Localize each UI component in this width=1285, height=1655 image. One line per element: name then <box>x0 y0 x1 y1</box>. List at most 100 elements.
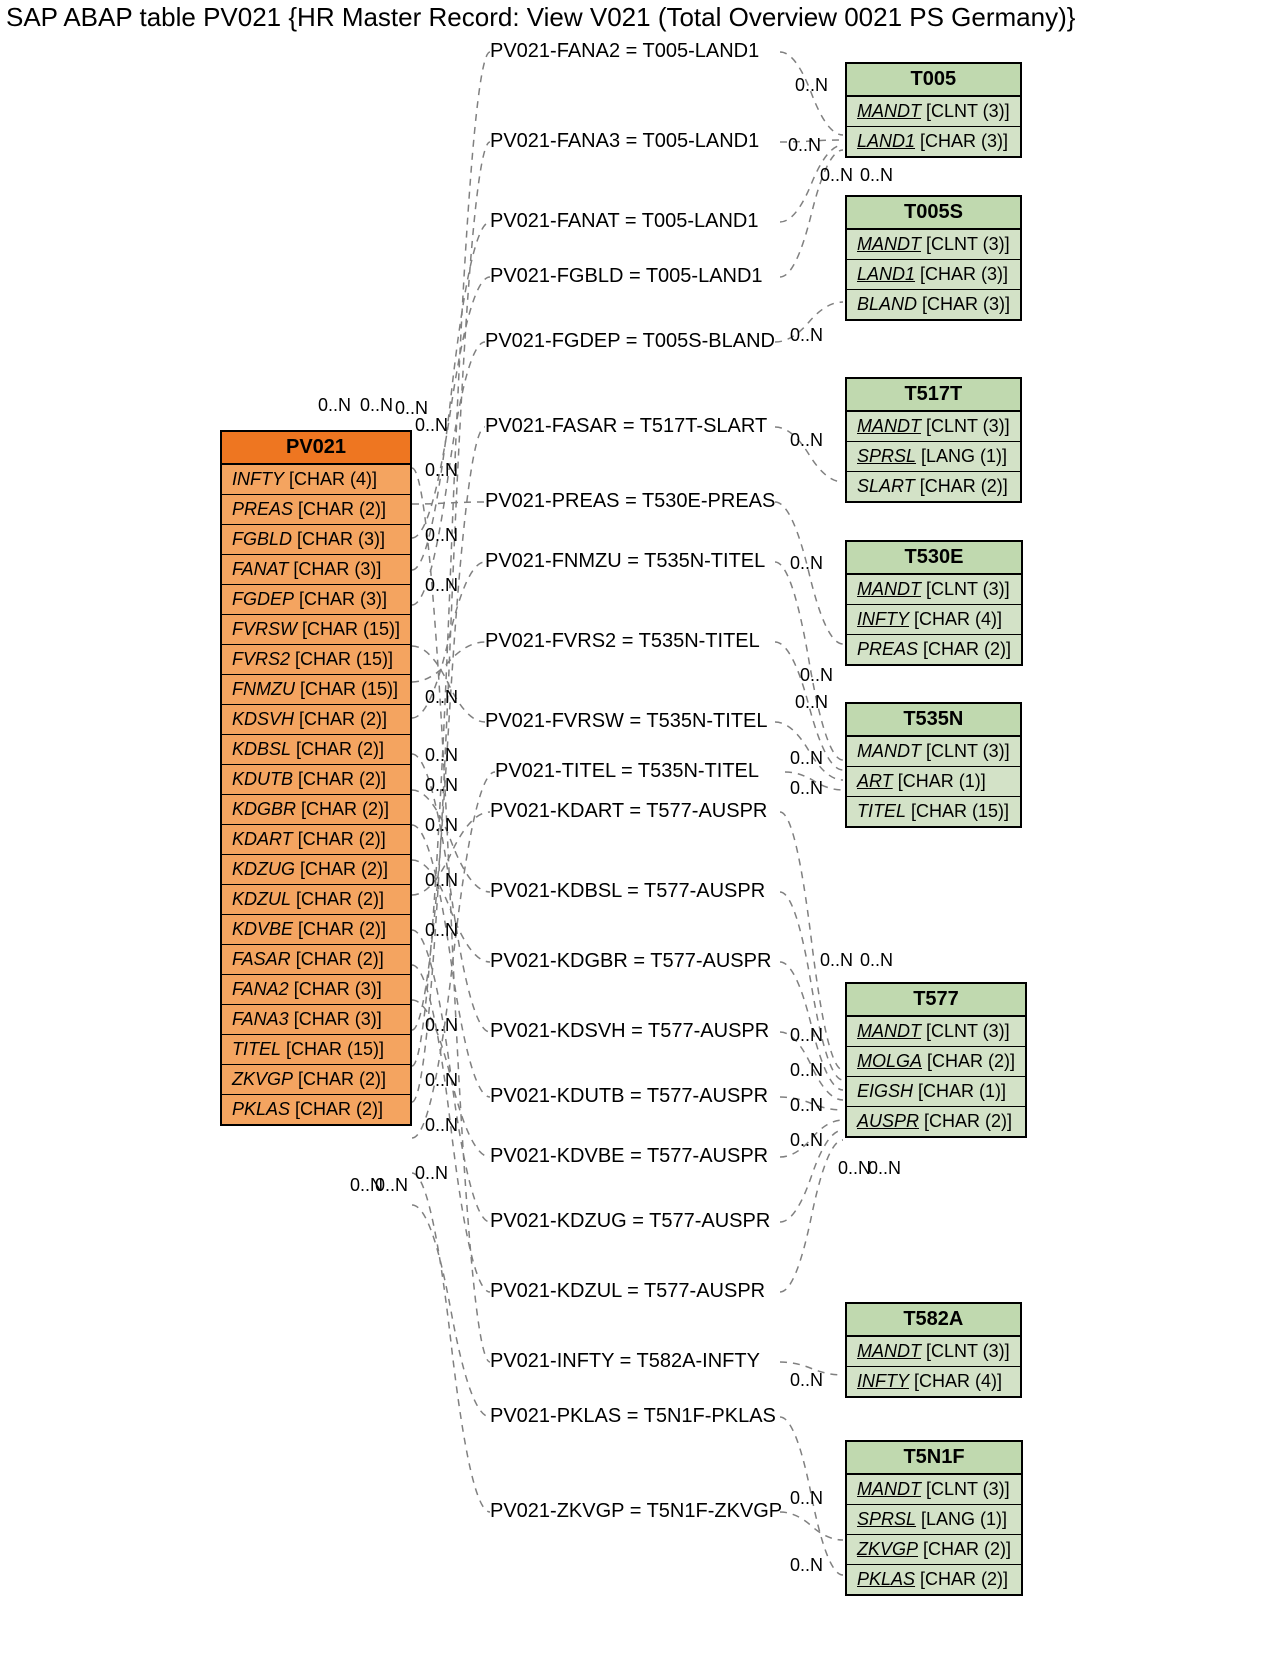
table-row: MANDT [CLNT (3)] <box>847 1337 1020 1367</box>
relation-label: PV021-PREAS = T530E-PREAS <box>485 490 775 513</box>
relation-label: PV021-KDZUL = T577-AUSPR <box>490 1280 765 1303</box>
table-row: ZKVGP [CHAR (2)] <box>222 1065 410 1095</box>
table-row: KDZUL [CHAR (2)] <box>222 885 410 915</box>
table-T5N1F: T5N1FMANDT [CLNT (3)]SPRSL [LANG (1)]ZKV… <box>845 1440 1023 1596</box>
table-T517T: T517TMANDT [CLNT (3)]SPRSL [LANG (1)]SLA… <box>845 377 1022 503</box>
cardinality-label: 0..N <box>790 778 823 799</box>
cardinality-label: 0..N <box>790 553 823 574</box>
cardinality-label: 0..N <box>788 135 821 156</box>
table-row: ART [CHAR (1)] <box>847 767 1020 797</box>
table-row: INFTY [CHAR (4)] <box>222 465 410 495</box>
relation-label: PV021-FANAT = T005-LAND1 <box>490 210 758 233</box>
table-row: PKLAS [CHAR (2)] <box>222 1095 410 1124</box>
table-T005S: T005SMANDT [CLNT (3)]LAND1 [CHAR (3)]BLA… <box>845 195 1022 321</box>
cardinality-label: 0..N <box>415 1163 448 1184</box>
cardinality-label: 0..N <box>790 748 823 769</box>
cardinality-label: 0..N <box>425 775 458 796</box>
cardinality-label: 0..N <box>425 525 458 546</box>
cardinality-label: 0..N <box>425 460 458 481</box>
table-row: PKLAS [CHAR (2)] <box>847 1565 1021 1594</box>
table-row: INFTY [CHAR (4)] <box>847 1367 1020 1396</box>
table-row: BLAND [CHAR (3)] <box>847 290 1020 319</box>
relation-label: PV021-FGDEP = T005S-BLAND <box>485 330 775 353</box>
table-row: LAND1 [CHAR (3)] <box>847 127 1020 156</box>
cardinality-label: 0..N <box>790 1130 823 1151</box>
cardinality-label: 0..N <box>860 165 893 186</box>
relation-label: PV021-KDVBE = T577-AUSPR <box>490 1145 768 1168</box>
cardinality-label: 0..N <box>415 415 448 436</box>
table-row: PREAS [CHAR (2)] <box>847 635 1021 664</box>
cardinality-label: 0..N <box>790 1025 823 1046</box>
relation-label: PV021-KDART = T577-AUSPR <box>490 800 767 823</box>
relation-label: PV021-TITEL = T535N-TITEL <box>495 760 759 783</box>
cardinality-label: 0..N <box>425 745 458 766</box>
table-row: MANDT [CLNT (3)] <box>847 1475 1021 1505</box>
table-T535N: T535NMANDT [CLNT (3)]ART [CHAR (1)]TITEL… <box>845 702 1022 828</box>
table-T582A: T582AMANDT [CLNT (3)]INFTY [CHAR (4)] <box>845 1302 1022 1398</box>
table-row: PREAS [CHAR (2)] <box>222 495 410 525</box>
cardinality-label: 0..N <box>318 395 351 416</box>
cardinality-label: 0..N <box>838 1158 871 1179</box>
cardinality-label: 0..N <box>350 1175 383 1196</box>
relation-label: PV021-FVRS2 = T535N-TITEL <box>485 630 760 653</box>
table-row: KDBSL [CHAR (2)] <box>222 735 410 765</box>
table-row: FVRS2 [CHAR (15)] <box>222 645 410 675</box>
table-row: MANDT [CLNT (3)] <box>847 575 1021 605</box>
table-header: T582A <box>847 1304 1020 1337</box>
table-row: ZKVGP [CHAR (2)] <box>847 1535 1021 1565</box>
relation-label: PV021-INFTY = T582A-INFTY <box>490 1350 760 1373</box>
cardinality-label: 0..N <box>790 1488 823 1509</box>
relation-label: PV021-PKLAS = T5N1F-PKLAS <box>490 1405 776 1428</box>
table-T005: T005MANDT [CLNT (3)]LAND1 [CHAR (3)] <box>845 62 1022 158</box>
cardinality-label: 0..N <box>820 165 853 186</box>
table-T577: T577MANDT [CLNT (3)]MOLGA [CHAR (2)]EIGS… <box>845 982 1027 1138</box>
table-header: T005 <box>847 64 1020 97</box>
table-row: SPRSL [LANG (1)] <box>847 1505 1021 1535</box>
table-PV021: PV021INFTY [CHAR (4)]PREAS [CHAR (2)]FGB… <box>220 430 412 1126</box>
cardinality-label: 0..N <box>360 395 393 416</box>
table-header: T577 <box>847 984 1025 1017</box>
table-row: KDVBE [CHAR (2)] <box>222 915 410 945</box>
relation-label: PV021-FVRSW = T535N-TITEL <box>485 710 768 733</box>
relation-label: PV021-KDUTB = T577-AUSPR <box>490 1085 768 1108</box>
table-row: LAND1 [CHAR (3)] <box>847 260 1020 290</box>
table-row: MANDT [CLNT (3)] <box>847 97 1020 127</box>
table-row: FANA2 [CHAR (3)] <box>222 975 410 1005</box>
cardinality-label: 0..N <box>800 665 833 686</box>
table-row: EIGSH [CHAR (1)] <box>847 1077 1025 1107</box>
relation-label: PV021-KDSVH = T577-AUSPR <box>490 1020 769 1043</box>
cardinality-label: 0..N <box>790 1555 823 1576</box>
cardinality-label: 0..N <box>425 1115 458 1136</box>
table-row: TITEL [CHAR (15)] <box>222 1035 410 1065</box>
cardinality-label: 0..N <box>868 1158 901 1179</box>
table-row: FVRSW [CHAR (15)] <box>222 615 410 645</box>
table-header: T5N1F <box>847 1442 1021 1475</box>
table-header: T005S <box>847 197 1020 230</box>
cardinality-label: 0..N <box>425 687 458 708</box>
table-row: AUSPR [CHAR (2)] <box>847 1107 1025 1136</box>
table-row: MANDT [CLNT (3)] <box>847 230 1020 260</box>
table-row: MANDT [CLNT (3)] <box>847 412 1020 442</box>
table-header: T535N <box>847 704 1020 737</box>
table-row: KDZUG [CHAR (2)] <box>222 855 410 885</box>
table-row: MANDT [CLNT (3)] <box>847 737 1020 767</box>
table-row: MANDT [CLNT (3)] <box>847 1017 1025 1047</box>
relation-label: PV021-FANA3 = T005-LAND1 <box>490 130 759 153</box>
table-row: KDGBR [CHAR (2)] <box>222 795 410 825</box>
relation-label: PV021-KDZUG = T577-AUSPR <box>490 1210 770 1233</box>
table-T530E: T530EMANDT [CLNT (3)]INFTY [CHAR (4)]PRE… <box>845 540 1023 666</box>
cardinality-label: 0..N <box>425 1070 458 1091</box>
table-header: T530E <box>847 542 1021 575</box>
cardinality-label: 0..N <box>790 325 823 346</box>
relation-label: PV021-FANA2 = T005-LAND1 <box>490 40 759 63</box>
cardinality-label: 0..N <box>425 1015 458 1036</box>
table-row: FGDEP [CHAR (3)] <box>222 585 410 615</box>
cardinality-label: 0..N <box>790 1370 823 1391</box>
table-row: FANAT [CHAR (3)] <box>222 555 410 585</box>
cardinality-label: 0..N <box>425 920 458 941</box>
cardinality-label: 0..N <box>790 1060 823 1081</box>
cardinality-label: 0..N <box>790 1095 823 1116</box>
cardinality-label: 0..N <box>860 950 893 971</box>
relation-label: PV021-FNMZU = T535N-TITEL <box>485 550 765 573</box>
cardinality-label: 0..N <box>790 430 823 451</box>
